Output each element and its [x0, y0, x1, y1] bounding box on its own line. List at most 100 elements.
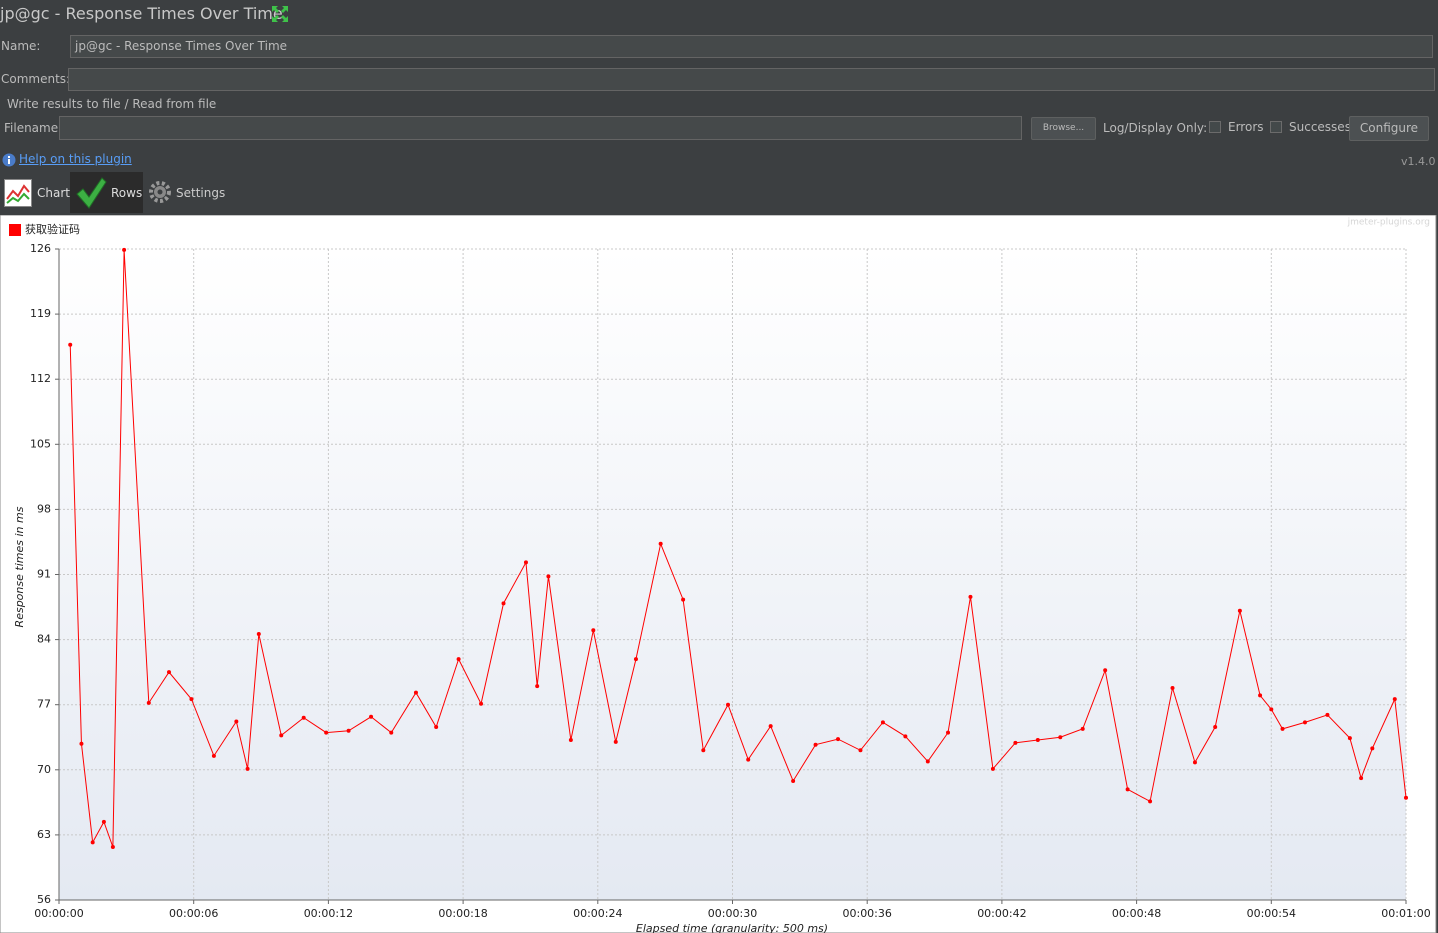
- data-point: [903, 734, 908, 739]
- file-section-title: Write results to file / Read from file: [7, 97, 217, 111]
- data-point: [681, 597, 686, 602]
- y-tick-label: 105: [30, 437, 51, 450]
- data-point: [925, 759, 930, 764]
- data-point: [1404, 795, 1408, 800]
- data-point: [501, 601, 506, 606]
- data-point: [746, 757, 751, 762]
- data-point: [456, 657, 461, 662]
- successes-checkbox[interactable]: [1270, 121, 1282, 133]
- x-tick-label: 00:00:42: [977, 907, 1026, 920]
- settings-tab-icon: [149, 181, 171, 203]
- y-tick-label: 77: [37, 698, 51, 711]
- data-point: [658, 541, 663, 546]
- info-dot: [8, 156, 10, 158]
- expand-glyph: [272, 6, 288, 22]
- data-point: [1058, 735, 1063, 740]
- data-point: [546, 574, 551, 579]
- data-point: [990, 766, 995, 771]
- data-point: [535, 684, 540, 689]
- rows-tab[interactable]: Rows: [70, 172, 143, 213]
- data-point: [1237, 608, 1242, 613]
- gear-hole: [157, 189, 163, 195]
- data-point: [568, 738, 573, 743]
- data-point: [1370, 746, 1375, 751]
- settings-tab-label: Settings: [176, 186, 226, 200]
- filename-input[interactable]: [59, 116, 1022, 140]
- browse-button[interactable]: Browse...: [1031, 117, 1096, 140]
- y-tick-label: 91: [37, 568, 51, 581]
- errors-checkbox[interactable]: [1209, 121, 1221, 133]
- comments-label: Comments:: [1, 72, 71, 86]
- data-point: [1103, 668, 1108, 673]
- y-axis-label: Response times in ms: [13, 506, 26, 627]
- info-icon: [2, 153, 16, 167]
- x-tick-label: 00:00:18: [438, 907, 487, 920]
- chart-tab-label: Chart: [37, 186, 70, 200]
- data-point: [369, 714, 374, 719]
- data-point: [946, 730, 951, 735]
- chart-icon-line: [6, 184, 30, 200]
- data-point: [101, 819, 106, 824]
- expand-icon[interactable]: [271, 5, 289, 23]
- data-point: [434, 725, 439, 730]
- data-point: [1258, 693, 1263, 698]
- data-point: [413, 690, 418, 695]
- x-tick-label: 00:00:00: [34, 907, 83, 920]
- y-tick-label: 112: [30, 372, 51, 385]
- data-point: [1125, 787, 1130, 792]
- data-point: [836, 737, 841, 742]
- data-point: [591, 628, 596, 633]
- data-point: [245, 766, 250, 771]
- data-point: [346, 728, 351, 733]
- y-tick-label: 84: [37, 633, 51, 646]
- configure-button[interactable]: Configure: [1349, 116, 1429, 141]
- y-tick-label: 119: [30, 307, 51, 320]
- chart-tab[interactable]: Chart: [0, 172, 70, 213]
- chart-icon-line2: [6, 192, 30, 204]
- data-point: [1080, 726, 1085, 731]
- legend-label: 获取验证码: [25, 222, 80, 236]
- data-point: [279, 733, 284, 738]
- name-input[interactable]: jp@gc - Response Times Over Time: [70, 35, 1433, 58]
- window-title: jp@gc - Response Times Over Time: [0, 4, 283, 23]
- data-point: [68, 342, 73, 347]
- data-point: [1192, 760, 1197, 765]
- x-tick-label: 00:00:54: [1247, 907, 1296, 920]
- data-point: [1302, 720, 1307, 725]
- data-point: [189, 697, 194, 702]
- comments-input[interactable]: [68, 68, 1435, 91]
- settings-tab[interactable]: Settings: [143, 172, 226, 213]
- filename-label: Filename: [4, 121, 59, 135]
- help-link[interactable]: Help on this plugin: [19, 152, 132, 166]
- data-point: [90, 840, 95, 845]
- data-point: [1035, 738, 1040, 743]
- y-tick-label: 63: [37, 828, 51, 841]
- y-tick-label: 56: [37, 893, 51, 906]
- data-point: [1325, 712, 1330, 717]
- data-point: [1213, 725, 1218, 730]
- x-tick-label: 00:00:30: [708, 907, 757, 920]
- rows-tab-label: Rows: [111, 186, 143, 200]
- x-axis-label: Elapsed time (granularity: 500 ms): [636, 922, 828, 933]
- data-point: [122, 247, 127, 252]
- data-point: [1280, 726, 1285, 731]
- data-point: [768, 724, 773, 729]
- data-point: [726, 702, 731, 707]
- y-tick-label: 70: [37, 763, 51, 776]
- data-point: [1013, 740, 1018, 745]
- data-point: [701, 748, 706, 753]
- data-point: [79, 741, 84, 746]
- data-point: [479, 701, 484, 706]
- data-point: [256, 632, 261, 637]
- x-tick-label: 00:00:24: [573, 907, 622, 920]
- data-point: [1269, 707, 1274, 712]
- data-point: [858, 748, 863, 753]
- x-tick-label: 00:00:48: [1112, 907, 1161, 920]
- data-point: [234, 719, 239, 724]
- name-label: Name:: [1, 39, 41, 53]
- data-point: [968, 594, 973, 599]
- data-point: [1148, 799, 1153, 804]
- data-point: [301, 715, 306, 720]
- info-bar: [8, 159, 10, 164]
- watermark: jmeter-plugins.org: [1347, 218, 1430, 228]
